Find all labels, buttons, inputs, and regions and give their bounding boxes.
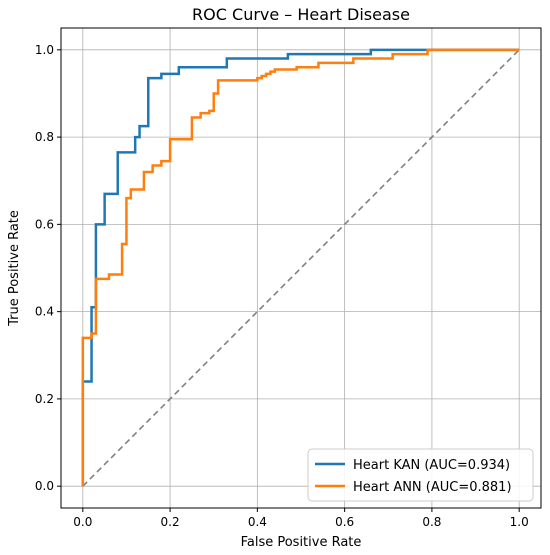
- legend-label-ann: Heart ANN (AUC=0.881): [353, 480, 512, 495]
- y-tick-label: 0.4: [35, 305, 54, 319]
- y-tick-label: 0.6: [35, 217, 54, 231]
- legend-label-kan: Heart KAN (AUC=0.934): [353, 458, 510, 473]
- x-axis-label: False Positive Rate: [241, 535, 362, 550]
- x-axis-ticks: 0.0 0.2 0.4 0.6 0.8 1.0: [73, 508, 529, 529]
- series-line-ann: [81, 48, 520, 487]
- legend: Heart KAN (AUC=0.934) Heart ANN (AUC=0.8…: [307, 448, 534, 502]
- y-axis-label: True Positive Rate: [7, 210, 22, 327]
- chart-title: ROC Curve – Heart Disease: [192, 5, 410, 24]
- plot-frame: [60, 27, 542, 509]
- grid: [61, 28, 541, 508]
- reference-line: [82, 49, 520, 487]
- x-tick-label: 0.6: [335, 515, 354, 529]
- x-tick-label: 0.0: [73, 515, 92, 529]
- y-tick-label: 0.2: [35, 392, 54, 406]
- x-tick-label: 0.2: [161, 515, 180, 529]
- y-tick-label: 0.0: [35, 479, 54, 493]
- y-axis-ticks: 0.0 0.2 0.4 0.6 0.8 1.0: [35, 43, 61, 493]
- legend-box: [307, 448, 534, 502]
- y-tick-label: 0.8: [35, 130, 54, 144]
- x-tick-label: 1.0: [510, 515, 529, 529]
- series-line-kan: [81, 48, 520, 487]
- x-tick-label: 0.8: [422, 515, 441, 529]
- y-tick-label: 1.0: [35, 43, 54, 57]
- diagonal-reference-line: [82, 49, 520, 487]
- x-tick-label: 0.4: [248, 515, 267, 529]
- series-group: [81, 48, 520, 487]
